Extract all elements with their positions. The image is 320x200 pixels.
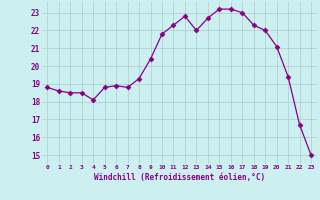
X-axis label: Windchill (Refroidissement éolien,°C): Windchill (Refroidissement éolien,°C) — [94, 173, 265, 182]
